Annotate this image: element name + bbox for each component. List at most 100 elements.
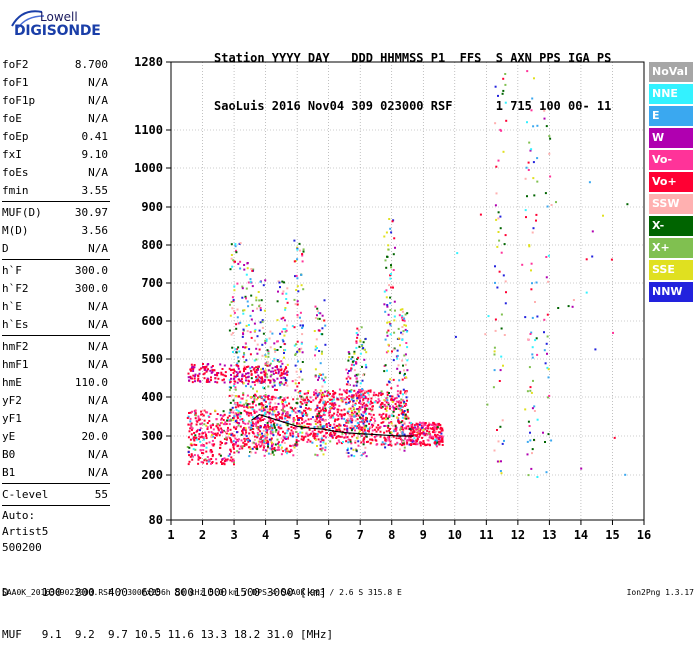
echo-point xyxy=(278,448,280,451)
echo-point xyxy=(394,443,397,446)
echo-point xyxy=(359,421,362,423)
echo-point xyxy=(407,425,410,428)
echo-point xyxy=(381,405,384,408)
echo-point xyxy=(290,429,293,432)
echo-point xyxy=(242,328,245,331)
echo-point xyxy=(358,427,361,430)
echo-point xyxy=(267,364,270,367)
param-row: hmF1 N/A xyxy=(2,356,108,374)
echo-point xyxy=(234,420,237,423)
echo-point xyxy=(390,398,393,401)
echo-point xyxy=(588,181,591,184)
echo-point xyxy=(269,346,272,349)
echo-point xyxy=(255,358,258,361)
echo-point xyxy=(324,407,327,410)
echo-point xyxy=(197,415,200,418)
echo-point xyxy=(376,401,379,404)
echo-point xyxy=(357,373,360,376)
echo-point xyxy=(305,432,308,435)
echo-point xyxy=(532,379,534,382)
echo-point xyxy=(191,458,194,461)
echo-point xyxy=(320,449,323,452)
echo-point xyxy=(281,441,284,444)
echo-point xyxy=(255,394,257,397)
echo-point xyxy=(228,423,231,426)
echo-point xyxy=(312,399,315,402)
echo-point xyxy=(221,368,224,370)
echo-point xyxy=(359,402,362,405)
echo-point xyxy=(262,404,265,407)
echo-point xyxy=(242,309,245,312)
legend-item: X- xyxy=(649,216,693,236)
echo-point xyxy=(279,332,282,335)
echo-point xyxy=(263,454,266,457)
echo-point xyxy=(204,431,207,434)
echo-point xyxy=(262,284,265,287)
echo-point xyxy=(275,408,278,411)
echo-point xyxy=(430,435,433,438)
echo-point xyxy=(401,326,404,328)
echo-point xyxy=(546,366,549,369)
echo-point xyxy=(398,372,401,375)
echo-point xyxy=(285,438,287,440)
echo-point xyxy=(319,389,322,392)
echo-point xyxy=(372,424,375,427)
echo-point xyxy=(215,373,218,376)
echo-point xyxy=(338,441,341,444)
echo-point xyxy=(255,299,258,302)
echo-point xyxy=(336,418,339,421)
echo-point xyxy=(189,411,192,414)
echo-point xyxy=(264,437,267,440)
echo-point xyxy=(229,459,232,462)
echo-point xyxy=(408,438,411,441)
echo-point xyxy=(281,372,284,375)
echo-point xyxy=(316,396,319,398)
echo-point xyxy=(306,433,309,436)
echo-point xyxy=(396,349,399,352)
echo-point xyxy=(211,424,214,426)
echo-point xyxy=(322,453,325,456)
echo-point xyxy=(214,377,217,380)
echo-point xyxy=(456,252,459,255)
echo-point xyxy=(375,439,378,442)
echo-point xyxy=(307,398,309,401)
echo-point xyxy=(585,291,588,294)
param-row: h`F2 300.0 xyxy=(2,280,108,298)
echo-point xyxy=(347,421,350,424)
echo-point xyxy=(405,342,408,344)
echo-point xyxy=(274,430,277,433)
echo-point xyxy=(401,424,404,427)
echo-point xyxy=(362,341,365,344)
echo-point xyxy=(249,385,252,388)
echo-point xyxy=(383,417,386,420)
echo-point xyxy=(189,420,192,423)
echo-point xyxy=(285,329,288,332)
echo-point xyxy=(200,461,203,464)
echo-point xyxy=(498,380,501,382)
echo-point xyxy=(286,370,289,373)
echo-point xyxy=(340,393,343,396)
param-value: N/A xyxy=(88,300,108,313)
param-row: foEs N/A xyxy=(2,164,108,182)
echo-point xyxy=(293,326,296,329)
echo-point xyxy=(203,423,206,426)
echo-point xyxy=(232,332,234,334)
echo-point xyxy=(323,411,326,414)
echo-point xyxy=(414,434,417,437)
echo-point xyxy=(391,405,394,408)
echo-point xyxy=(284,377,287,380)
echo-point xyxy=(548,394,551,397)
echo-point xyxy=(319,448,322,451)
echo-point xyxy=(243,403,246,406)
echo-point xyxy=(356,333,359,336)
echo-point xyxy=(365,396,368,399)
echo-point xyxy=(434,433,436,436)
echo-point xyxy=(333,402,336,405)
echo-point xyxy=(397,337,400,340)
echo-point xyxy=(203,372,206,375)
echo-point xyxy=(502,77,505,80)
echo-point xyxy=(329,402,332,405)
echo-point xyxy=(405,404,408,407)
echo-point xyxy=(361,401,364,403)
echo-point xyxy=(281,399,284,401)
